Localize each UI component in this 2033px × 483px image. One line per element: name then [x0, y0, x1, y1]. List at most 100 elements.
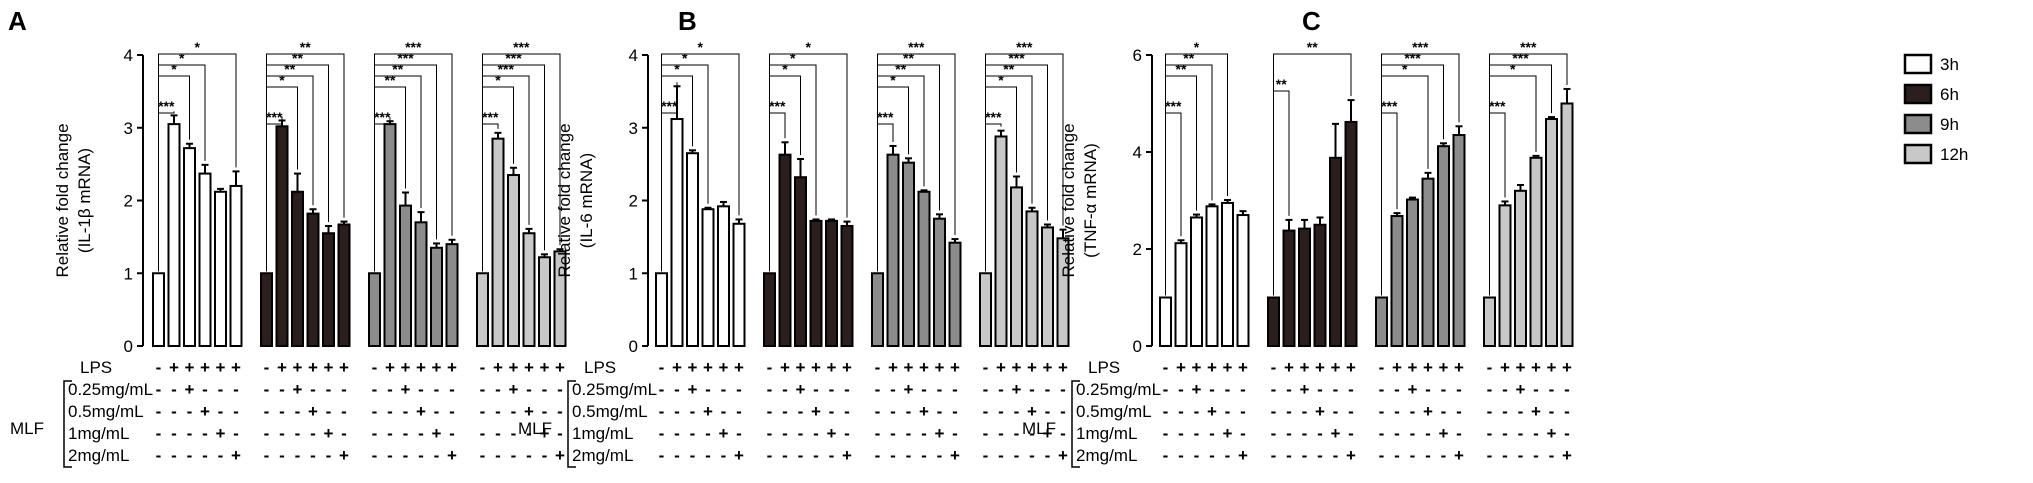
treatment-sign: -	[542, 446, 548, 465]
treatment-sign: -	[983, 358, 989, 377]
treatment-sign: -	[1045, 446, 1051, 465]
significance-bracket	[1273, 53, 1352, 296]
treatment-sign: +	[231, 358, 241, 377]
treatment-sign: -	[1045, 402, 1051, 421]
bar	[507, 174, 520, 347]
treatment-sign: -	[480, 402, 486, 421]
treatment-sign: -	[813, 380, 819, 399]
y-tick-label: 4	[1133, 143, 1142, 162]
bar	[717, 205, 730, 347]
treatment-sign: -	[721, 402, 727, 421]
treatment-sign: +	[1315, 402, 1325, 421]
bar-group-9h: **********- + + + + +- - + - - -- - - + - -- - - - + -- - - - - +	[1375, 39, 1466, 465]
treatment-sign: -	[1487, 358, 1493, 377]
bar	[778, 153, 792, 347]
treatment-sign: +	[703, 402, 713, 421]
bar-group-3h: ********- + + + + +- - + - - -- - - + - -- - - - + -- - - - - +	[1159, 39, 1250, 465]
treatment-sign: +	[1408, 380, 1418, 399]
significance-label: ***	[1016, 39, 1033, 55]
bar	[368, 272, 381, 347]
bar	[167, 123, 181, 347]
treatment-sign: -	[1302, 402, 1308, 421]
bar-group-3h: ******- + + + + +- - + - - -- - - + - -- - - - + -- - - - - +	[655, 39, 746, 465]
treatment-sign: -	[983, 446, 989, 465]
treatment-sign: -	[403, 446, 409, 465]
treatment-sign: +	[540, 424, 550, 443]
treatment-sign: +	[1300, 380, 1310, 399]
treatment-sign: +	[842, 358, 852, 377]
bar	[183, 147, 196, 347]
significance-bracket	[482, 75, 530, 272]
bar	[732, 222, 746, 347]
bar	[1483, 296, 1496, 347]
bar	[763, 272, 776, 347]
treatment-sign: -	[1379, 402, 1385, 421]
treatment-sign: -	[1240, 380, 1246, 399]
treatment-sign: -	[279, 402, 285, 421]
y-tick-label: 2	[124, 192, 133, 211]
treatment-sign: +	[1547, 424, 1557, 443]
treatment-sign: -	[202, 380, 208, 399]
treatment-sign: +	[703, 358, 713, 377]
row-label-dose: 0.5mg/mL	[68, 402, 144, 421]
treatment-sign: -	[542, 380, 548, 399]
treatment-sign: -	[1163, 402, 1169, 421]
treatment-sign: -	[1163, 446, 1169, 465]
treatment-sign: +	[324, 424, 334, 443]
row-label-lps: LPS	[584, 358, 616, 377]
treatment-sign: -	[449, 424, 455, 443]
significance-label: **	[1276, 76, 1287, 92]
treatment-sign: -	[844, 424, 850, 443]
significance-bracket	[877, 75, 925, 272]
treatment-sign: -	[480, 358, 486, 377]
significance-bracket	[266, 75, 314, 272]
y-axis-label: Relative fold change	[555, 123, 574, 277]
treatment-sign: -	[1060, 402, 1066, 421]
treatment-sign: -	[341, 402, 347, 421]
treatment-sign: -	[387, 380, 393, 399]
y-tick-label: 3	[124, 119, 133, 138]
treatment-sign: -	[1456, 402, 1462, 421]
y-tick-label: 4	[629, 46, 638, 65]
significance-label: **	[300, 39, 311, 55]
treatment-sign: -	[295, 402, 301, 421]
treatment-sign: -	[495, 380, 501, 399]
treatment-sign: +	[1223, 424, 1233, 443]
treatment-sign: -	[937, 402, 943, 421]
treatment-sign: -	[1348, 380, 1354, 399]
mlf-bracket	[1071, 380, 1080, 468]
treatment-sign: -	[1060, 424, 1066, 443]
significance-bracket	[769, 64, 817, 272]
bar	[701, 208, 715, 347]
bar	[1236, 214, 1250, 347]
significance-bracket	[1489, 53, 1568, 296]
bar	[1010, 186, 1023, 347]
treatment-sign: -	[434, 446, 440, 465]
treatment-sign: -	[434, 380, 440, 399]
treatment-sign: -	[1271, 446, 1277, 465]
row-label-mlf: MLF	[10, 419, 44, 438]
treatment-sign: +	[1012, 358, 1022, 377]
treatment-sign: -	[1014, 424, 1020, 443]
treatment-sign: -	[218, 402, 224, 421]
treatment-sign: -	[310, 380, 316, 399]
treatment-sign: -	[767, 402, 773, 421]
row-label-lps: LPS	[80, 358, 112, 377]
treatment-sign: +	[1012, 380, 1022, 399]
significance-label: **	[1307, 39, 1318, 55]
treatment-sign: -	[952, 402, 958, 421]
treatment-sign: -	[1549, 446, 1555, 465]
significance-bracket	[158, 64, 206, 272]
y-tick-label: 3	[629, 119, 638, 138]
treatment-sign: -	[264, 446, 270, 465]
bar	[1529, 156, 1543, 347]
treatment-sign: -	[1302, 424, 1308, 443]
treatment-sign: +	[719, 358, 729, 377]
treatment-sign: +	[493, 358, 503, 377]
bar	[902, 161, 915, 347]
treatment-sign: -	[1487, 402, 1493, 421]
treatment-sign: +	[1423, 358, 1433, 377]
treatment-sign: +	[416, 358, 426, 377]
row-label-dose: 2mg/mL	[68, 446, 129, 465]
treatment-sign: +	[827, 358, 837, 377]
